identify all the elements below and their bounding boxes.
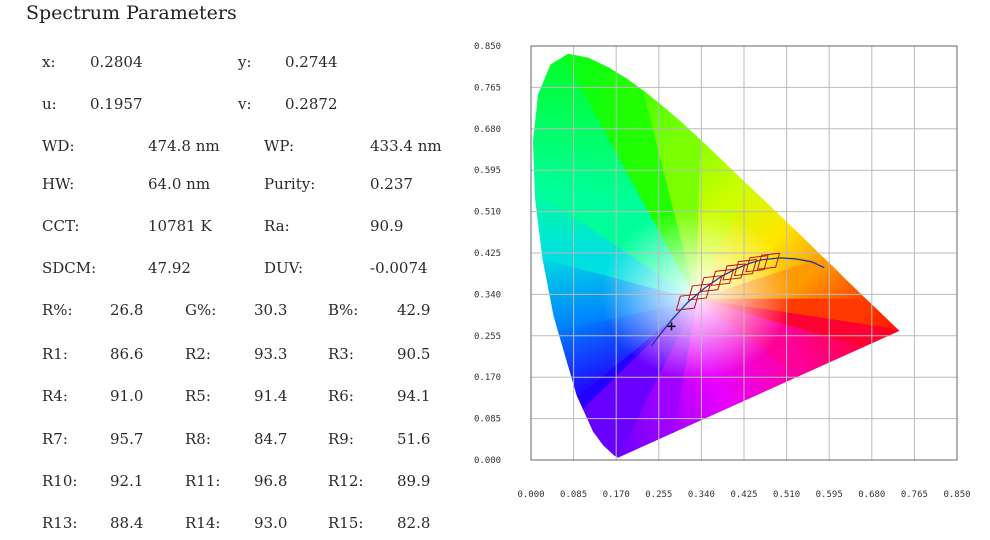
cell-value: 89.9: [397, 472, 431, 490]
ansi-quadrangle: [699, 275, 723, 293]
cell-label: R2:: [185, 345, 211, 363]
cell-label: R8:: [185, 430, 211, 448]
cell-label: R11:: [185, 472, 221, 490]
y-tick-label: 0.765: [474, 83, 501, 93]
y-tick-label: 0.595: [474, 166, 501, 176]
label-x: x:: [42, 53, 56, 71]
value-v: 0.2872: [285, 95, 338, 113]
cell-value: 82.8: [397, 514, 431, 532]
page-title: Spectrum Parameters: [26, 2, 237, 24]
label-y: y:: [238, 53, 252, 71]
x-tick-label: 0.680: [858, 490, 885, 500]
y-tick-label: 0.000: [474, 456, 501, 466]
cell-value: 96.8: [254, 472, 288, 490]
cell-value: 30.3: [254, 301, 288, 319]
cell-value: 92.1: [110, 472, 144, 490]
y-tick-label: 0.340: [474, 290, 501, 300]
value-wd: 474.8 nm: [148, 137, 220, 155]
cell-label: B%:: [328, 301, 359, 319]
cell-label: R15:: [328, 514, 364, 532]
label-duv: DUV:: [264, 259, 304, 277]
value-u: 0.1957: [90, 95, 143, 113]
color-gamut-fill: [533, 53, 900, 458]
cell-label: R10:: [42, 472, 78, 490]
label-purity: Purity:: [264, 175, 316, 193]
cell-label: R9:: [328, 430, 354, 448]
y-tick-label: 0.850: [474, 42, 501, 52]
label-wp: WP:: [264, 137, 295, 155]
cell-label: R1:: [42, 345, 68, 363]
y-tick-label: 0.170: [474, 373, 501, 383]
cell-label: R3:: [328, 345, 354, 363]
cell-label: R14:: [185, 514, 221, 532]
chart-grid: [531, 46, 957, 460]
cell-value: 91.0: [110, 387, 144, 405]
y-tick-label: 0.255: [474, 332, 501, 342]
label-wd: WD:: [42, 137, 75, 155]
planckian-locus: [650, 257, 825, 347]
cell-label: R12:: [328, 472, 364, 490]
x-tick-label: 0.340: [688, 490, 715, 500]
x-tick-label: 0.850: [943, 490, 970, 500]
y-tick-label: 0.510: [474, 208, 501, 218]
cell-label: R%:: [42, 301, 73, 319]
cell-value: 26.8: [110, 301, 144, 319]
axis-ticks: 0.000 0.000 0.085 0.085 0.170 0.170 0.255 0.255…: [474, 42, 971, 500]
cell-value: 95.7: [110, 430, 144, 448]
label-cct: CCT:: [42, 217, 80, 235]
cell-label: R4:: [42, 387, 68, 405]
value-sdcm: 47.92: [148, 259, 191, 277]
cell-value: 84.7: [254, 430, 288, 448]
value-ra: 90.9: [370, 217, 404, 235]
ansi-quadrangle: [745, 255, 769, 273]
ansi-quadrangle: [722, 263, 746, 281]
value-hw: 64.0 nm: [148, 175, 211, 193]
x-tick-label: 0.510: [773, 490, 800, 500]
label-ra: Ra:: [264, 217, 290, 235]
cell-label: R13:: [42, 514, 78, 532]
cell-value: 94.1: [397, 387, 431, 405]
cell-label: G%:: [185, 301, 217, 319]
value-x: 0.2804: [90, 53, 143, 71]
ansi-quadrangle: [687, 283, 712, 301]
cell-value: 51.6: [397, 430, 431, 448]
cell-value: 42.9: [397, 301, 431, 319]
cell-value: 86.6: [110, 345, 144, 363]
measured-point-marker: [667, 322, 676, 331]
cell-value: 90.5: [397, 345, 431, 363]
ansi-quadrangle: [756, 252, 781, 270]
cell-label: R6:: [328, 387, 354, 405]
x-tick-label: 0.765: [901, 490, 928, 500]
label-sdcm: SDCM:: [42, 259, 97, 277]
cell-label: R7:: [42, 430, 68, 448]
plot-frame: [530, 45, 958, 461]
y-tick-label: 0.680: [474, 125, 501, 135]
y-tick-label: 0.425: [474, 249, 501, 259]
y-tick-label: 0.085: [474, 415, 501, 425]
value-purity: 0.237: [370, 175, 413, 193]
cell-value: 93.0: [254, 514, 288, 532]
cell-label: R5:: [185, 387, 211, 405]
x-tick-label: 0.595: [816, 490, 843, 500]
cell-value: 91.4: [254, 387, 288, 405]
ansi-quadrangle: [710, 268, 735, 286]
value-y: 0.2744: [285, 53, 338, 71]
x-tick-label: 0.425: [730, 490, 757, 500]
ansi-quadrangle: [675, 293, 700, 311]
chart-series: [650, 252, 825, 347]
label-v: v:: [238, 95, 252, 113]
cell-value: 88.4: [110, 514, 144, 532]
label-hw: HW:: [42, 175, 75, 193]
ansi-quadrangle: [733, 259, 758, 277]
x-tick-label: 0.000: [517, 490, 544, 500]
value-wp: 433.4 nm: [370, 137, 442, 155]
cell-value: 93.3: [254, 345, 288, 363]
x-tick-label: 0.170: [603, 490, 630, 500]
label-u: u:: [42, 95, 57, 113]
value-cct: 10781 K: [148, 217, 212, 235]
x-tick-label: 0.085: [560, 490, 587, 500]
x-tick-label: 0.255: [645, 490, 672, 500]
value-duv: -0.0074: [370, 259, 428, 277]
